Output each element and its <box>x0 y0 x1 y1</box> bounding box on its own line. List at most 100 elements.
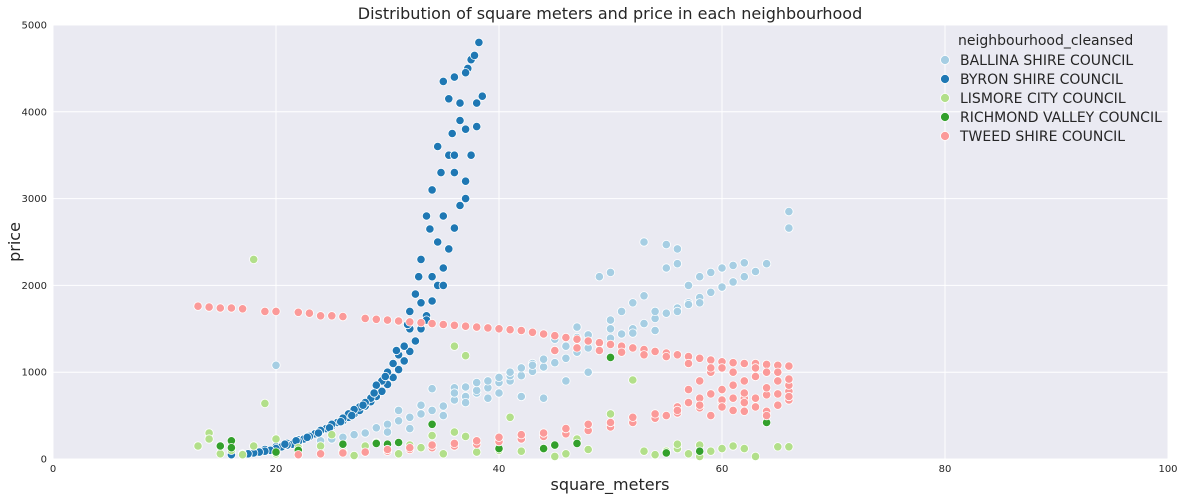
point-tweed-shire-council <box>661 410 671 421</box>
point-tweed-shire-council <box>594 338 605 348</box>
point-lismore-city-council <box>583 444 593 455</box>
point-ballina-shire-council <box>382 419 393 429</box>
point-byron-shire-council <box>472 122 482 132</box>
point-tweed-shire-council <box>382 315 393 325</box>
point-byron-shire-council <box>455 200 465 211</box>
point-tweed-shire-council <box>706 410 716 421</box>
point-ballina-shire-council <box>784 223 794 233</box>
point-tweed-shire-council <box>728 358 738 368</box>
point-tweed-shire-council <box>427 318 437 329</box>
legend-marker <box>940 93 950 103</box>
legend-label: BYRON SHIRE COUNCIL <box>960 72 1123 88</box>
point-ballina-shire-council <box>360 428 370 438</box>
point-byron-shire-council <box>399 356 409 366</box>
point-byron-shire-council <box>427 272 437 282</box>
point-ballina-shire-council <box>639 318 649 329</box>
point-byron-shire-council <box>433 141 443 152</box>
point-tweed-shire-council <box>550 331 560 341</box>
point-tweed-shire-council <box>706 389 716 399</box>
point-tweed-shire-council <box>315 449 326 459</box>
point-tweed-shire-council <box>773 367 783 377</box>
point-byron-shire-council <box>460 176 471 186</box>
point-ballina-shire-council <box>483 376 493 386</box>
point-ballina-shire-council <box>416 409 426 419</box>
point-tweed-shire-council <box>193 301 203 311</box>
point-ballina-shire-council <box>616 306 627 316</box>
x-tick-label: 100 <box>1158 464 1177 475</box>
point-tweed-shire-council <box>360 447 370 457</box>
point-byron-shire-council <box>469 50 480 61</box>
point-tweed-shire-council <box>215 303 225 313</box>
point-byron-shire-council <box>336 417 346 427</box>
point-ballina-shire-council <box>650 325 660 336</box>
point-lismore-city-council <box>460 351 471 361</box>
point-ballina-shire-council <box>460 397 471 408</box>
point-byron-shire-council <box>444 244 454 254</box>
point-tweed-shire-council <box>572 334 582 344</box>
point-byron-shire-council <box>416 298 426 308</box>
point-ballina-shire-council <box>639 291 649 301</box>
point-tweed-shire-council <box>750 402 761 412</box>
point-byron-shire-council <box>313 428 323 438</box>
point-byron-shire-council <box>444 94 454 104</box>
point-ballina-shire-council <box>349 430 359 440</box>
point-byron-shire-council <box>460 124 471 134</box>
point-tweed-shire-council <box>628 412 638 422</box>
point-ballina-shire-council <box>650 306 660 316</box>
point-tweed-shire-council <box>583 419 593 429</box>
point-lismore-city-council <box>349 450 359 461</box>
point-tweed-shire-council <box>728 405 738 415</box>
point-tweed-shire-council <box>616 347 627 357</box>
point-byron-shire-council <box>427 296 437 306</box>
point-lismore-city-council <box>327 430 337 440</box>
point-ballina-shire-council <box>561 341 571 351</box>
point-tweed-shire-council <box>695 400 705 410</box>
point-ballina-shire-council <box>494 388 504 398</box>
point-lismore-city-council <box>639 446 649 456</box>
legend-title: neighbourhood_cleansed <box>958 33 1133 49</box>
point-lismore-city-council <box>561 449 571 459</box>
point-lismore-city-council <box>393 449 404 459</box>
point-lismore-city-council <box>249 441 259 451</box>
point-tweed-shire-council <box>739 397 749 408</box>
point-byron-shire-council <box>447 128 457 139</box>
x-tick-label: 60 <box>716 464 729 475</box>
point-ballina-shire-council <box>661 308 671 318</box>
point-byron-shire-council <box>388 358 398 369</box>
point-byron-shire-council <box>380 371 390 382</box>
point-ballina-shire-council <box>717 282 727 292</box>
point-tweed-shire-council <box>717 402 727 412</box>
point-tweed-shire-council <box>739 376 749 386</box>
point-tweed-shire-council <box>583 336 593 346</box>
point-ballina-shire-council <box>661 263 671 273</box>
point-byron-shire-council <box>455 98 465 108</box>
point-richmond-valley-council <box>538 443 549 454</box>
point-ballina-shire-council <box>728 260 738 270</box>
point-richmond-valley-council <box>338 439 348 449</box>
point-lismore-city-council <box>449 427 459 437</box>
point-lismore-city-council <box>271 434 281 444</box>
point-lismore-city-council <box>739 443 749 454</box>
point-richmond-valley-council <box>371 438 381 448</box>
point-ballina-shire-council <box>728 277 738 287</box>
point-ballina-shire-council <box>405 412 415 422</box>
point-lismore-city-council <box>683 449 694 459</box>
point-tweed-shire-council <box>338 448 348 458</box>
point-tweed-shire-council <box>683 384 694 395</box>
y-tick-label: 5000 <box>22 21 47 32</box>
point-tweed-shire-council <box>784 361 794 371</box>
point-tweed-shire-council <box>628 343 638 353</box>
point-byron-shire-council <box>477 91 487 101</box>
point-byron-shire-council <box>427 185 437 195</box>
point-ballina-shire-council <box>449 388 459 398</box>
point-tweed-shire-council <box>293 307 303 317</box>
point-tweed-shire-council <box>650 346 660 356</box>
point-ballina-shire-council <box>405 423 415 434</box>
point-ballina-shire-council <box>538 393 549 403</box>
point-tweed-shire-council <box>761 359 772 369</box>
point-ballina-shire-council <box>427 384 437 394</box>
point-tweed-shire-council <box>550 345 560 356</box>
x-tick-label: 40 <box>493 464 506 475</box>
point-byron-shire-council <box>391 345 401 356</box>
